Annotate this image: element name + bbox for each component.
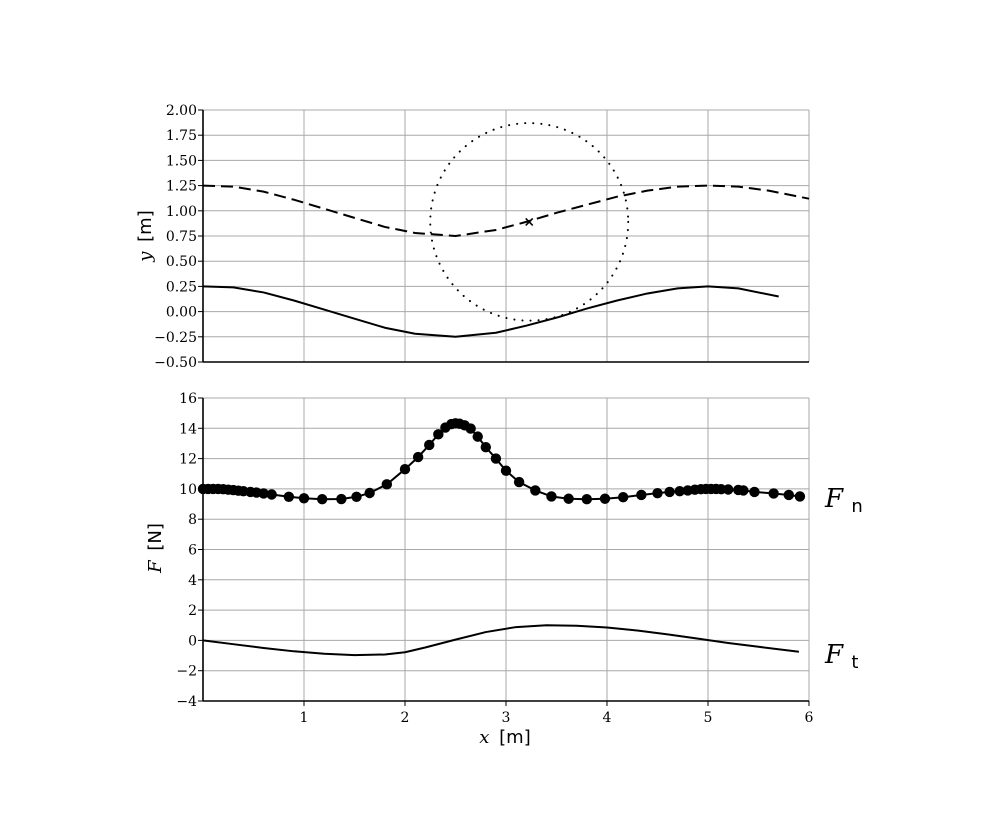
bottom-panel-axes <box>202 398 809 702</box>
fn-data-point <box>599 493 611 504</box>
top-panel-axes <box>202 110 809 363</box>
bottom-y-tick-label: 2 <box>188 603 197 619</box>
fn-data-point <box>636 489 647 501</box>
bottom-y-tick-label: −4 <box>176 694 197 710</box>
fn-data-point <box>424 439 435 451</box>
top-y-tick-label: −0.50 <box>154 355 197 371</box>
legend-ft-main: F <box>824 640 844 670</box>
fn-data-point <box>480 442 491 453</box>
top-y-tick-label: 0.50 <box>166 254 197 270</box>
fn-data-point <box>617 492 629 503</box>
fn-data-point <box>316 494 328 505</box>
top-panel-y-ticks: −0.50 −0.25 0.00 0.25 0.50 0.75 1.00 1.25 1.50 1.… <box>154 103 203 371</box>
bottom-y-tick-label: 12 <box>179 452 197 468</box>
fn-data-point <box>652 487 663 499</box>
top-panel-y-plot: −0.50 −0.25 0.00 0.25 0.50 0.75 1.00 1.25 1.50 1.… <box>135 103 810 371</box>
bottom-y-tick-label: −2 <box>176 664 197 680</box>
fn-data-point <box>794 491 806 502</box>
top-panel-ylabel: y [m] <box>135 210 156 263</box>
top-y-tick-label: 0.75 <box>166 229 197 245</box>
bottom-y-tick-label: 0 <box>188 633 197 649</box>
fn-data-point <box>266 489 277 500</box>
top-dashed-line <box>202 184 810 237</box>
bottom-x-tick-label: 4 <box>603 710 612 726</box>
legend-fn-sub: n <box>851 496 862 517</box>
fn-data-point <box>412 451 424 463</box>
fn-data-point <box>433 429 444 440</box>
top-y-tick-label: 0.25 <box>166 279 197 295</box>
top-y-tick-label: 1.50 <box>166 153 197 169</box>
bottom-ft-line <box>202 624 800 657</box>
fn-data-point <box>500 465 512 476</box>
fn-data-point <box>738 485 749 496</box>
top-y-tick-label: 1.75 <box>166 128 197 144</box>
bottom-panel-x-ticks: 1 2 3 4 5 6 <box>300 701 814 726</box>
legend-label-ft: F t <box>824 640 858 673</box>
fn-data-point <box>513 476 525 488</box>
top-solid-line <box>202 285 779 338</box>
top-dotted-circle <box>429 122 630 322</box>
top-ylabel-unit: [m] <box>135 210 156 242</box>
legend-ft-sub: t <box>851 652 858 673</box>
bottom-y-tick-label: 14 <box>179 421 197 437</box>
fn-data-point <box>351 491 362 502</box>
bottom-x-tick-label: 2 <box>401 710 410 726</box>
fn-data-point <box>563 493 574 504</box>
fn-data-point <box>381 479 393 490</box>
bottom-x-tick-label: 1 <box>300 710 309 726</box>
fn-data-point <box>664 486 675 498</box>
fn-data-point <box>546 491 557 502</box>
marker-stroke <box>525 217 534 226</box>
bottom-y-tick-label: 16 <box>179 391 197 407</box>
center-x-marker <box>525 217 534 226</box>
top-panel-series <box>202 122 810 338</box>
bottom-x-tick-label: 6 <box>805 710 814 726</box>
fn-data-point <box>490 453 502 464</box>
bottom-ylabel-variable: F <box>145 559 166 574</box>
bottom-y-tick-label: 6 <box>188 543 197 559</box>
xlabel-unit: [m] <box>499 727 531 748</box>
bottom-ylabel-unit: [N] <box>145 523 166 551</box>
fn-data-point <box>749 486 760 498</box>
bottom-x-tick-label: 3 <box>502 710 511 726</box>
fn-data-point <box>283 491 295 502</box>
bottom-panel-xlabel: x [m] <box>479 727 530 748</box>
bottom-y-tick-label: 4 <box>188 573 197 589</box>
fn-data-point <box>530 485 541 496</box>
fn-data-point <box>298 493 310 504</box>
top-y-tick-label: 1.25 <box>166 179 197 195</box>
fn-data-point <box>465 423 476 434</box>
bottom-panel-y-ticks: −4 −2 0 2 4 6 8 10 12 14 16 <box>176 391 203 710</box>
fn-data-point <box>581 494 592 505</box>
bottom-panel-grid <box>203 397 810 702</box>
fn-data-point <box>364 487 375 499</box>
bottom-x-tick-label: 5 <box>704 710 713 726</box>
legend-label-fn: F n <box>824 484 863 517</box>
top-ylabel-variable: y <box>135 251 156 263</box>
legend-fn-main: F <box>824 484 844 514</box>
fn-data-point <box>674 485 685 497</box>
top-y-tick-label: 2.00 <box>166 103 197 119</box>
fn-data-point <box>783 489 794 501</box>
fn-data-point <box>399 464 411 475</box>
top-y-tick-label: 0.00 <box>166 305 197 321</box>
top-y-tick-label: 1.00 <box>166 204 197 220</box>
bottom-panel-series <box>197 418 806 657</box>
fn-data-point <box>258 488 269 499</box>
fn-data-point <box>336 493 347 505</box>
fn-data-point <box>723 484 734 495</box>
fn-data-point <box>768 488 779 499</box>
top-y-tick-label: −0.25 <box>154 330 197 346</box>
bottom-panel-ylabel: F [N] <box>145 523 166 574</box>
fn-data-point <box>472 431 483 442</box>
bottom-y-tick-label: 8 <box>188 512 197 528</box>
bottom-y-tick-label: 10 <box>179 482 197 498</box>
xlabel-variable: x <box>479 727 489 748</box>
